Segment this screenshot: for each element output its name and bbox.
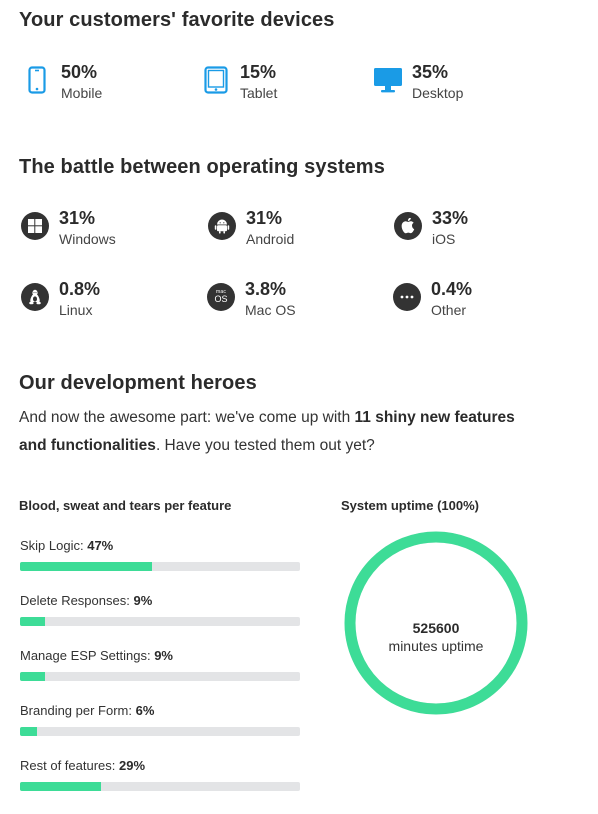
feature-fill	[20, 562, 152, 571]
feature-percent: 47%	[87, 538, 114, 553]
devices-title: Your customers' favorite devices	[19, 9, 335, 31]
features-title: Blood, sweat and tears per feature	[19, 498, 232, 513]
feature-percent: 6%	[135, 703, 155, 718]
os-label: Windows	[59, 231, 116, 247]
os-label: Other	[431, 302, 467, 318]
feature-name: Rest of features:	[20, 758, 116, 773]
feature-bar: Manage ESP Settings: 9%	[20, 647, 300, 681]
os-label: Android	[246, 231, 295, 247]
desktop-icon	[373, 65, 403, 95]
feature-fill	[20, 727, 37, 736]
os-stat-linux: 0.8% Linux	[20, 278, 100, 320]
os-label: iOS	[432, 231, 456, 247]
feature-bar: Rest of features: 29%	[20, 757, 300, 791]
uptime-ring-fill	[344, 531, 528, 715]
android-icon	[207, 211, 237, 241]
os-stat-windows: 31% Windows	[20, 207, 116, 249]
intro-text-start: And now the awesome part: we've come up …	[19, 409, 355, 426]
os-value: 33%	[432, 208, 469, 228]
feature-fill	[20, 782, 102, 791]
intro-text-end: . Have you tested them out yet?	[155, 437, 375, 454]
mobile-icon	[22, 65, 52, 95]
heroes-title: Our development heroes	[19, 372, 257, 394]
feature-track	[20, 617, 300, 626]
feature-fill	[20, 672, 46, 681]
os-value: 31%	[246, 208, 283, 228]
feature-bar: Branding per Form: 6%	[20, 702, 300, 736]
device-stat-desktop: 35% Desktop	[373, 61, 463, 103]
apple-icon	[393, 211, 423, 241]
device-label: Tablet	[240, 85, 278, 101]
os-stat-macos: mac OS 3.8% Mac OS	[206, 278, 296, 320]
device-stat-mobile: 50% Mobile	[22, 61, 102, 103]
os-label: Linux	[59, 302, 93, 318]
feature-name: Delete Responses:	[20, 593, 130, 608]
device-value: 50%	[61, 62, 98, 82]
linux-icon	[20, 282, 50, 312]
os-value: 3.8%	[245, 279, 287, 299]
macos-icon: mac OS	[206, 282, 236, 312]
device-label: Mobile	[61, 85, 103, 101]
feature-percent: 9%	[154, 648, 173, 663]
feature-fill	[20, 617, 46, 626]
uptime-ring	[344, 531, 528, 715]
os-stat-android: 31% Android	[207, 207, 294, 249]
macos-badge-big: OS	[214, 294, 228, 304]
uptime-readout: 525600 minutes uptime	[343, 619, 529, 655]
os-stat-other: 0.4% Other	[392, 278, 472, 320]
os-title: The battle between operating systems	[19, 156, 385, 178]
windows-icon	[20, 211, 50, 241]
os-value: 31%	[59, 208, 96, 228]
uptime-label: minutes uptime	[388, 638, 484, 654]
feature-percent: 9%	[133, 593, 153, 608]
feature-track	[20, 727, 300, 736]
intro-text-highlight: 11 shiny new features and functionalitie…	[19, 409, 515, 454]
os-value: 0.8%	[59, 279, 101, 299]
device-value: 35%	[412, 62, 449, 82]
uptime-title: System uptime (100%)	[341, 498, 479, 513]
device-value: 15%	[240, 62, 277, 82]
feature-track	[20, 782, 300, 791]
feature-track	[20, 562, 300, 571]
heroes-intro: And now the awesome part: we've come up …	[19, 404, 539, 460]
os-stat-ios: 33% iOS	[393, 207, 468, 249]
feature-name: Manage ESP Settings:	[20, 648, 151, 663]
tablet-icon	[201, 65, 231, 95]
feature-bar: Skip Logic: 47%	[20, 537, 300, 571]
device-label: Desktop	[412, 85, 464, 101]
os-label: Mac OS	[245, 302, 296, 318]
os-value: 0.4%	[431, 279, 473, 299]
feature-track	[20, 672, 300, 681]
device-stat-tablet: 15% Tablet	[201, 61, 277, 103]
feature-name: Branding per Form:	[20, 703, 132, 718]
feature-bar: Delete Responses: 9%	[20, 592, 300, 626]
macos-badge-small: mac	[215, 289, 227, 295]
feature-percent: 29%	[119, 758, 146, 773]
more-icon	[392, 282, 422, 312]
uptime-value: 525600	[412, 620, 460, 636]
feature-name: Skip Logic:	[20, 538, 84, 553]
